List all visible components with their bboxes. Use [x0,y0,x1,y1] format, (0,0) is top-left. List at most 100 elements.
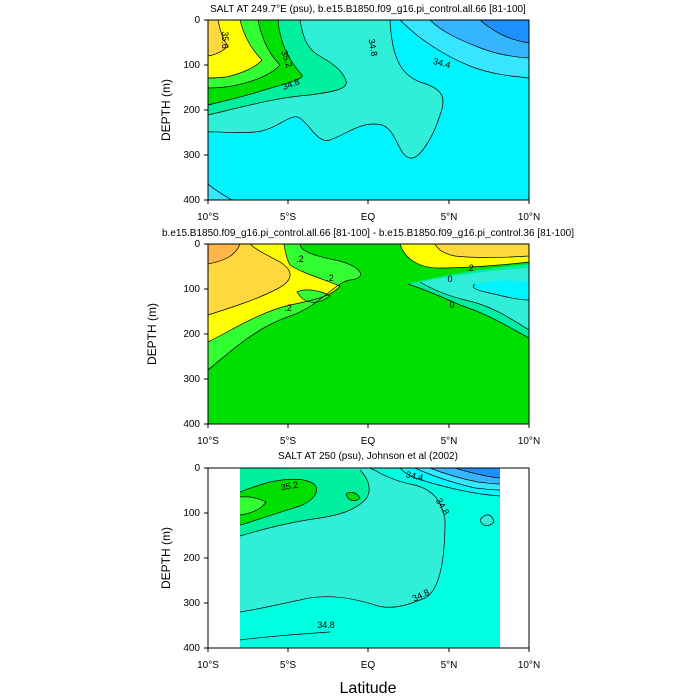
panel-2: b.e15.B1850.f09_g16.pi_control.all.66 [8… [145,228,574,447]
contour-label: 0 [449,300,454,310]
fill-blue-dark [455,468,500,478]
x-tick-label: EQ [361,436,376,447]
panel-3-title: SALT AT 250 (psu), Johnson et al (2002) [278,451,458,462]
no-data-left [208,468,240,648]
contour-label: 35.2 [280,480,299,493]
contour-line [472,283,529,301]
contour-line [208,183,233,200]
contour-line [240,496,267,516]
x-tick-label: 5°S [280,660,297,671]
contour-line [399,468,500,497]
panel-1-title: SALT AT 249.7°E (psu), b.e15.B1850.f09_g… [210,4,526,15]
contour-line [407,283,529,339]
x-tick-label: 5°S [280,212,297,223]
y-tick-label: 400 [183,419,200,430]
x-tick-label: 10°S [197,436,219,447]
fill-cyan [473,280,529,300]
y-tick-label: 200 [183,329,200,340]
contour-line [208,20,263,79]
contour-line [208,20,347,116]
contour-line [479,514,495,526]
fill-gold [208,20,228,56]
contour-line [240,469,370,537]
contour-label: 0 [447,274,452,284]
contour-line [434,244,529,258]
contour-line [399,244,529,269]
x-tick-label: 10°S [197,212,219,223]
contour-line [479,20,529,44]
y-tick-label: 0 [194,15,200,26]
contour-line [208,20,444,159]
contour-line [419,281,529,331]
contour-label: .2 [296,254,304,264]
contour-line [208,20,303,106]
fill-aqua [480,514,494,526]
contour-label: .2 [326,273,334,283]
contour-line [240,478,317,526]
fill-lime [297,289,330,303]
panel-2-axes: 0 100 200 300 400 10°S 5°S EQ 5°N 10°N D… [145,239,540,447]
contour-line [208,244,291,316]
contour-label: 34.4 [405,469,424,482]
contour-line [208,20,281,89]
contour-label: .2 [466,263,474,273]
panel-2-plot: .2 .2 .2 .2 0 0 [207,243,530,425]
fill-lime [240,496,266,515]
contour-line [296,289,331,303]
contour-line [399,20,529,79]
y-tick-label: 100 [183,508,200,519]
fill-corner [208,184,232,200]
contour-label: 34.4 [432,56,452,70]
y-tick-label: 400 [183,195,200,206]
contour-line [429,468,500,485]
contour-line [208,20,229,57]
y-tick-label: 200 [183,105,200,116]
fill-gold [435,244,529,258]
x-tick-label: 5°N [441,436,458,447]
contour-line [429,20,529,59]
y-tick-label: 200 [183,553,200,564]
no-data-right [500,468,529,648]
y-axis-label: DEPTH (m) [159,527,173,589]
y-tick-label: 300 [183,150,200,161]
contour-line [208,244,341,343]
contour-label: 34.8 [367,38,380,57]
y-axis-label: DEPTH (m) [159,79,173,141]
x-tick-label: 10°S [197,660,219,671]
y-axis-label: DEPTH (m) [145,303,159,365]
contour-label: .2 [284,303,292,313]
panel-1: SALT AT 249.7°E (psu), b.e15.B1850.f09_g… [159,4,540,223]
x-tick-label: 10°N [518,436,540,447]
y-tick-label: 300 [183,598,200,609]
y-tick-label: 100 [183,60,200,71]
panel-3: SALT AT 250 (psu), Johnson et al (2002) [159,451,540,671]
panel-3-axes: 0 100 200 300 400 10°S 5°S EQ 5°N 10°N D… [159,463,540,671]
contour-line [240,631,331,641]
panel-3-plot: 35.2 34.4 34.8 34.8 34.8 [207,467,530,649]
x-tick-label: EQ [361,212,376,223]
contour-line [240,468,446,613]
y-tick-label: 0 [194,463,200,474]
contour-line [345,492,361,501]
y-tick-label: 0 [194,239,200,250]
fill-blue-dark [480,20,529,43]
y-tick-label: 100 [183,284,200,295]
fill-gold [208,244,291,315]
y-tick-label: 300 [183,374,200,385]
contour-line [454,468,500,479]
x-tick-label: 5°N [441,660,458,671]
x-tick-label: 10°N [518,212,540,223]
x-axis-label: Latitude [340,680,397,697]
fill-green [240,479,317,525]
contour-label: 35.6 [220,31,230,49]
panel-1-plot: 35.6 35.2 34.8 34.8 34.4 [207,19,530,201]
x-tick-label: EQ [361,660,376,671]
contour-line [208,244,361,371]
x-tick-label: 10°N [518,660,540,671]
panel-2-title: b.e15.B1850.f09_g16.pi_control.all.66 [8… [162,228,574,239]
x-tick-label: 5°S [280,436,297,447]
contour-line [208,244,241,265]
panel-1-axes: 0 100 200 300 400 10°S 5°S EQ 5°N 10°N D… [159,15,540,223]
contour-label: 34.8 [317,620,335,630]
